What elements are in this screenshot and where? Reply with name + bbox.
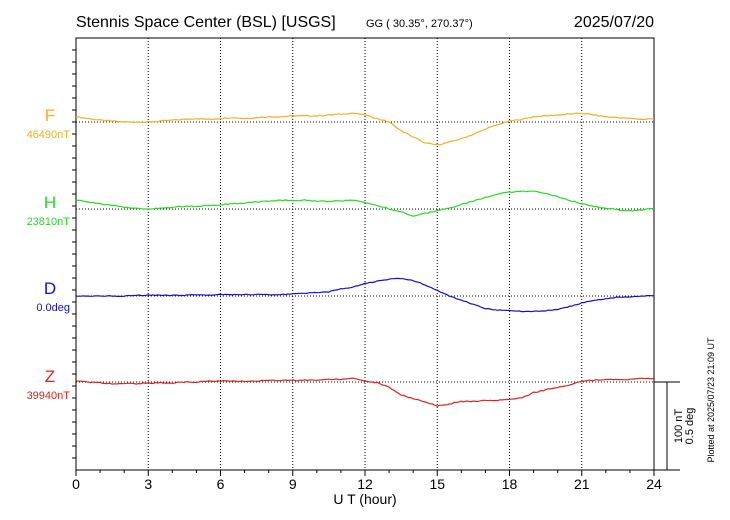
- x-tick-label: 12: [357, 476, 373, 492]
- series-line-h: [75, 190, 655, 217]
- scale-label-nt: 100 nT: [673, 409, 685, 444]
- grid-lines: [147, 38, 583, 470]
- x-tick-label: 0: [72, 476, 80, 492]
- series-baseline-label-h: 23810nT: [27, 216, 71, 228]
- series-name-d: D: [44, 279, 56, 298]
- series-baseline-label-d: 0.0deg: [36, 302, 70, 314]
- series-line-f: [75, 112, 655, 146]
- plotted-at-note: Plotted at 2025/07/23 21:09 UT: [706, 337, 716, 463]
- series-baseline-label-f: 46490nT: [27, 129, 71, 141]
- station-title: Stennis Space Center (BSL) [USGS]: [76, 14, 336, 31]
- x-tick-label: 24: [646, 476, 662, 492]
- series-name-h: H: [44, 193, 56, 212]
- series-line-z: [75, 377, 655, 407]
- series-name-z: Z: [45, 367, 55, 386]
- x-tick-label: 9: [289, 476, 297, 492]
- x-tick-label: 15: [429, 476, 445, 492]
- x-axis-label: U T (hour): [333, 491, 396, 507]
- baseline-lines: [76, 121, 654, 383]
- series-baseline-label-z: 39940nT: [27, 390, 71, 402]
- scale-label-deg: 0.5 deg: [684, 408, 696, 445]
- x-tick-label: 3: [144, 476, 152, 492]
- x-axis: 0 3 6 9 12 15 18 21 24: [72, 49, 662, 492]
- x-tick-label: 21: [574, 476, 590, 492]
- station-coords: GG ( 30.35°, 270.37°): [366, 18, 473, 30]
- plot-date: 2025/07/20: [574, 14, 654, 31]
- series-name-f: F: [45, 106, 55, 125]
- series-lines: [75, 112, 655, 407]
- series-line-d: [75, 277, 654, 313]
- x-tick-label: 18: [502, 476, 518, 492]
- x-tick-label: 6: [217, 476, 225, 492]
- series-labels: F 46490nT H 23810nT D 0.0deg Z 39940nT: [27, 106, 71, 402]
